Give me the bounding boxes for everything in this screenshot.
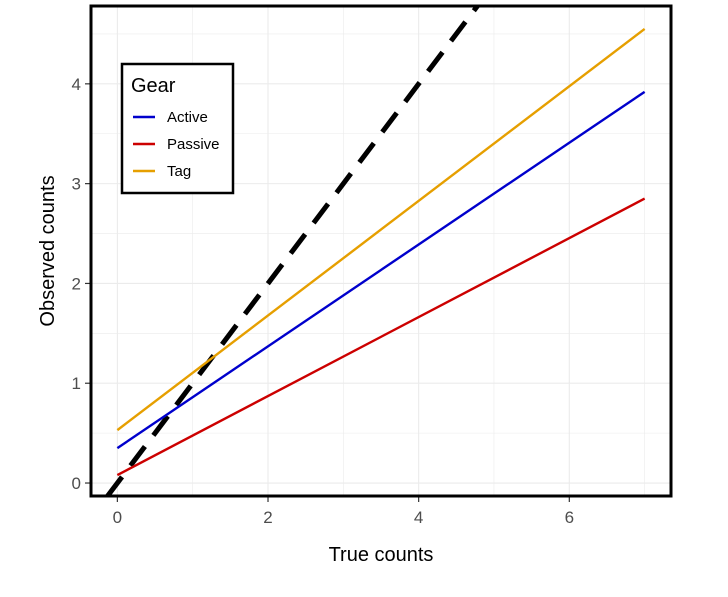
x-axis-ticks: 0 2 4 6 [113, 497, 574, 527]
y-tick-label: 0 [72, 474, 81, 493]
y-tick-label: 3 [72, 175, 81, 194]
legend-label-passive: Passive [167, 136, 220, 153]
reference-line-layer [105, 4, 480, 498]
y-axis-title: Observed counts [37, 175, 59, 326]
y-tick-label: 1 [72, 374, 81, 393]
x-axis-title: True counts [329, 544, 434, 566]
legend-items: Active Passive Tag [133, 109, 220, 180]
x-tick-label: 6 [565, 508, 574, 527]
series-line-tag [116, 27, 646, 432]
panel-border [89, 4, 673, 498]
x-tick-label: 4 [414, 508, 423, 527]
grid [91, 6, 671, 496]
reference-line [105, 4, 480, 498]
series-layer [116, 27, 646, 477]
legend-label-tag: Tag [167, 163, 191, 180]
legend-label-active: Active [167, 109, 208, 126]
x-tick-label: 0 [113, 508, 122, 527]
x-tick-label: 2 [263, 508, 272, 527]
legend: Gear Active Passive Tag [120, 62, 235, 195]
series-line-passive [116, 197, 646, 477]
legend-title: Gear [131, 75, 176, 97]
y-axis-ticks: 0 1 2 3 4 [72, 75, 90, 493]
y-tick-label: 4 [72, 75, 81, 94]
y-tick-label: 2 [72, 274, 81, 293]
series-line-active [116, 90, 646, 450]
